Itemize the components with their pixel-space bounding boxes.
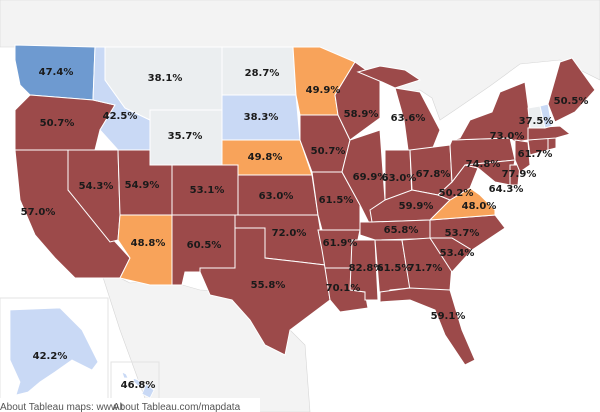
value-label-ms: 82.8%	[349, 263, 384, 274]
state-nj[interactable]	[514, 139, 531, 173]
state-az[interactable]	[117, 214, 173, 286]
state-me[interactable]	[547, 57, 596, 123]
states-lower48	[14, 44, 596, 366]
value-label-me: 50.5%	[554, 96, 589, 107]
value-label-nj: 77.9%	[502, 169, 537, 180]
value-label-ky: 59.9%	[399, 201, 434, 212]
value-label-nc: 53.7%	[445, 228, 480, 239]
value-label-la: 70.1%	[326, 283, 361, 294]
value-label-ut: 54.9%	[125, 180, 160, 191]
value-label-id: 42.5%	[103, 111, 138, 122]
value-label-mn: 49.9%	[306, 85, 341, 96]
value-label-sc: 53.4%	[440, 248, 475, 259]
value-label-ga: 71.7%	[408, 263, 443, 274]
value-label-ar: 61.9%	[323, 238, 358, 249]
value-label-ia: 50.7%	[311, 146, 346, 157]
state-ak[interactable]	[9, 307, 99, 396]
value-label-vt: 37.5%	[519, 116, 554, 127]
attribution-right-link[interactable]: About Tableau.com/mapdata	[113, 402, 241, 412]
value-label-md: 64.3%	[489, 184, 524, 195]
attribution-backdrop	[0, 398, 260, 412]
value-label-ne: 49.8%	[248, 152, 283, 163]
value-label-ok: 72.0%	[272, 228, 307, 239]
value-label-va: 48.0%	[462, 201, 497, 212]
value-label-ca: 57.0%	[21, 207, 56, 218]
value-label-az: 48.8%	[131, 238, 166, 249]
value-label-mi: 63.6%	[391, 113, 426, 124]
value-label-wi: 58.9%	[344, 109, 379, 120]
state-wi[interactable]	[334, 61, 381, 141]
value-label-mt: 38.1%	[148, 73, 183, 84]
value-label-nd: 28.7%	[245, 68, 280, 79]
value-label-fl: 59.1%	[431, 311, 466, 322]
value-label-wa: 47.4%	[39, 67, 74, 78]
value-label-or: 50.7%	[40, 118, 75, 129]
value-labels: 47.4% 50.7% 57.0% 54.3% 42.5% 38.1% 35.7% 54.9%…	[21, 67, 589, 391]
value-label-hi: 46.8%	[121, 380, 156, 391]
value-label-wv: 50.2%	[439, 188, 474, 199]
value-label-tn: 65.8%	[384, 225, 419, 236]
value-label-tx: 55.8%	[251, 280, 286, 291]
value-label-sd: 38.3%	[244, 112, 279, 123]
value-label-pa: 74.8%	[466, 159, 501, 170]
state-tx[interactable]	[199, 227, 331, 356]
value-label-il: 69.9%	[353, 172, 388, 183]
value-label-ct: 61.7%	[518, 149, 553, 160]
value-label-ak: 42.2%	[33, 351, 68, 362]
state-md[interactable]	[464, 159, 516, 186]
state-ma[interactable]	[527, 125, 572, 141]
attribution-left-link[interactable]: About Tableau maps: www.t	[0, 402, 123, 412]
value-label-ny: 73.0%	[490, 131, 525, 142]
value-label-oh: 67.8%	[416, 169, 451, 180]
value-label-co: 53.1%	[190, 185, 225, 196]
value-label-wy: 35.7%	[168, 131, 203, 142]
value-label-ks: 63.0%	[259, 191, 294, 202]
value-label-nv: 54.3%	[79, 181, 114, 192]
value-label-nm: 60.5%	[187, 240, 222, 251]
value-label-al: 61.5%	[377, 263, 412, 274]
value-label-in: 63.0%	[382, 173, 417, 184]
state-nh[interactable]	[539, 103, 553, 129]
state-fl[interactable]	[379, 287, 476, 366]
states-insets	[9, 307, 155, 399]
value-label-mo: 61.5%	[319, 195, 354, 206]
state-mi-upper[interactable]	[356, 65, 422, 89]
